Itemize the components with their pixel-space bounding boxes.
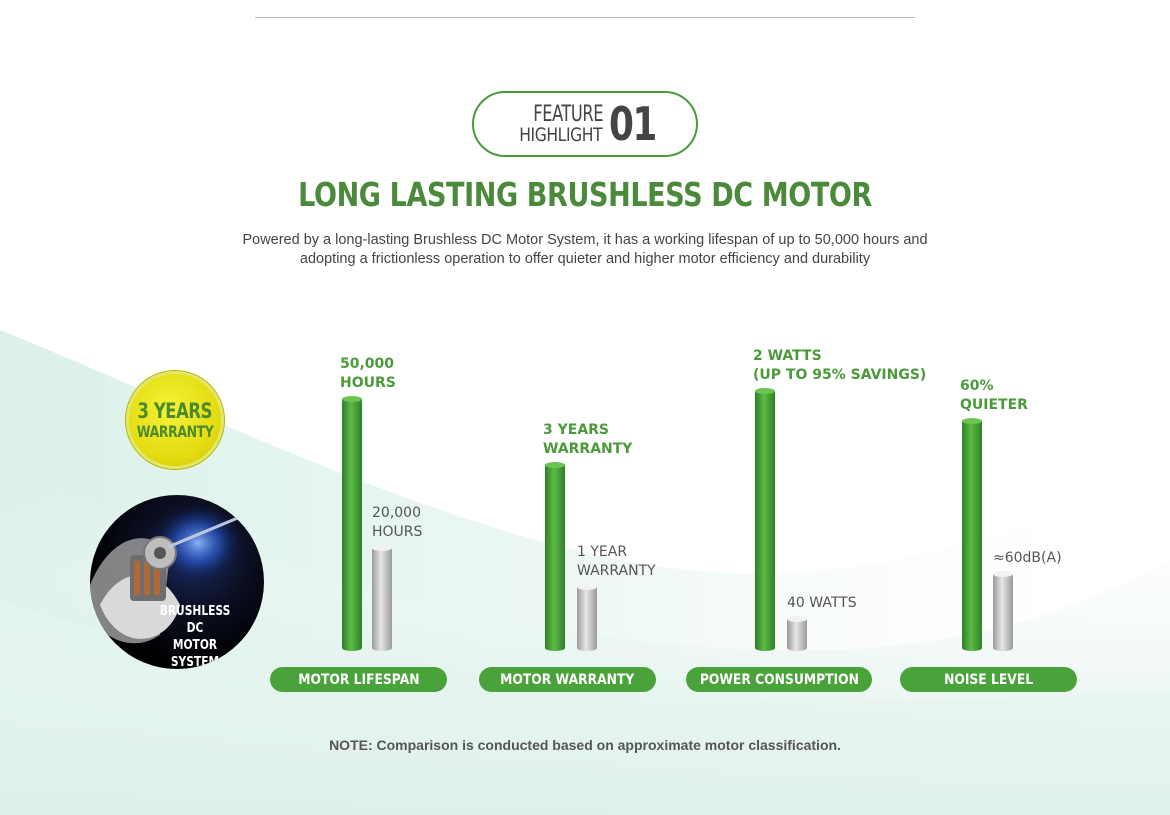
feature-highlight-badge: FEATURE HIGHLIGHT 01 <box>472 91 698 157</box>
data-label-conventional: 40 WATTS <box>787 595 857 611</box>
category-label-text: POWER CONSUMPTION <box>699 671 859 688</box>
seal-line-1: 3 YEARS <box>137 398 213 423</box>
motor-image: BRUSHLESS DC MOTOR SYSTEM <box>90 495 264 669</box>
data-label-conventional: ≈60dB(A) <box>993 550 1062 566</box>
motor-caption-line-1: BRUSHLESS DC <box>159 604 231 636</box>
bar-benefit-cap <box>962 418 982 424</box>
seal-line-2: WARRANTY <box>136 421 214 441</box>
bar-benefit <box>545 465 565 648</box>
description-line-2: adopting a frictionless operation to off… <box>299 251 871 267</box>
category-label: NOISE LEVEL <box>900 667 1077 692</box>
description: Powered by a long-lasting Brushless DC M… <box>200 231 970 269</box>
data-label-benefit: 3 YEARS <box>543 422 609 438</box>
category-label-text: MOTOR LIFESPAN <box>297 671 420 688</box>
data-label-conventional: 1 YEAR <box>577 544 627 560</box>
badge-word-highlight: HIGHLIGHT <box>519 123 603 146</box>
bar-benefit-base <box>755 645 775 651</box>
bar-conventional-base <box>993 645 1013 651</box>
category-label: MOTOR LIFESPAN <box>270 667 447 692</box>
motor-caption: BRUSHLESS DC MOTOR SYSTEM <box>150 603 240 669</box>
data-label-benefit: (UP TO 95% SAVINGS) <box>753 367 926 383</box>
bar-benefit <box>342 399 362 648</box>
bar-benefit-cap <box>342 396 362 402</box>
warranty-seal-icon: 3 YEARS WARRANTY <box>126 371 224 469</box>
data-label-conventional: WARRANTY <box>577 563 656 579</box>
description-line-1: Powered by a long-lasting Brushless DC M… <box>242 232 928 248</box>
bar-conventional <box>787 619 807 648</box>
bar-conventional-cap <box>787 616 807 622</box>
badge-word-feature: FEATURE <box>532 101 603 127</box>
bar-benefit-base <box>962 645 982 651</box>
bar-conventional-base <box>372 645 392 651</box>
bar-benefit <box>755 391 775 648</box>
bar-conventional-cap <box>993 571 1013 577</box>
data-label-benefit: HOURS <box>340 375 396 391</box>
bar-benefit-cap <box>545 462 565 468</box>
bar-benefit <box>962 421 982 648</box>
category-label-text: NOISE LEVEL <box>943 671 1034 688</box>
data-label-benefit: 50,000 <box>340 356 394 372</box>
motor-graphic-icon <box>90 505 242 644</box>
bar-benefit-base <box>342 645 362 651</box>
bar-conventional <box>993 574 1013 648</box>
bar-conventional-base <box>577 645 597 651</box>
category-label: MOTOR WARRANTY <box>479 667 656 692</box>
category-label-text: MOTOR WARRANTY <box>500 671 635 688</box>
bar-conventional <box>372 548 392 648</box>
data-label-benefit: 60% <box>960 378 994 394</box>
page-title: LONG LASTING BRUSHLESS DC MOTOR <box>298 175 872 214</box>
data-label-conventional: HOURS <box>372 524 423 540</box>
data-label-benefit: QUIETER <box>960 397 1028 413</box>
bar-benefit-base <box>545 645 565 651</box>
bar-conventional-cap <box>372 545 392 551</box>
category-label: POWER CONSUMPTION <box>686 667 872 692</box>
bar-conventional <box>577 587 597 648</box>
motor-caption-line-2: MOTOR SYSTEM <box>170 638 220 669</box>
comparison-note: NOTE: Comparison is conducted based on a… <box>329 737 841 753</box>
bar-conventional-cap <box>577 584 597 590</box>
bar-benefit-cap <box>755 388 775 394</box>
data-label-benefit: WARRANTY <box>543 441 633 457</box>
data-label-conventional: 20,000 <box>372 505 421 521</box>
data-label-benefit: 2 WATTS <box>753 348 822 364</box>
badge-number: 01 <box>608 97 657 151</box>
top-divider <box>255 17 915 18</box>
bar-conventional-base <box>787 645 807 651</box>
